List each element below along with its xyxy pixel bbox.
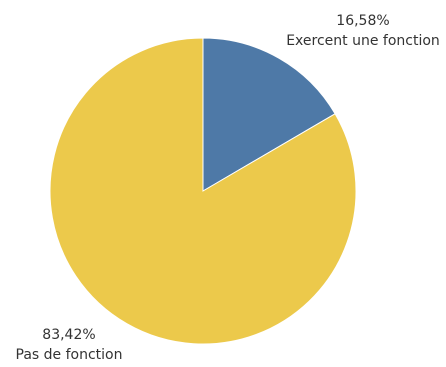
slice-category-label: Pas de fonction	[15, 347, 123, 363]
slice-label-pas-de-fonction: 83,42% Pas de fonction	[6, 325, 132, 365]
slice-percent-label: 16,58%	[336, 13, 390, 29]
slice-label-exercent-une-fonction: 16,58% Exercent une fonction	[280, 11, 446, 51]
pie-slice-pas-de-fonction	[49, 37, 357, 345]
slice-percent-label: 83,42%	[42, 327, 96, 343]
pie-slices	[49, 37, 357, 345]
pie-slice-exercent-une-fonction	[202, 37, 336, 192]
slice-category-label: Exercent une fonction	[286, 33, 440, 49]
